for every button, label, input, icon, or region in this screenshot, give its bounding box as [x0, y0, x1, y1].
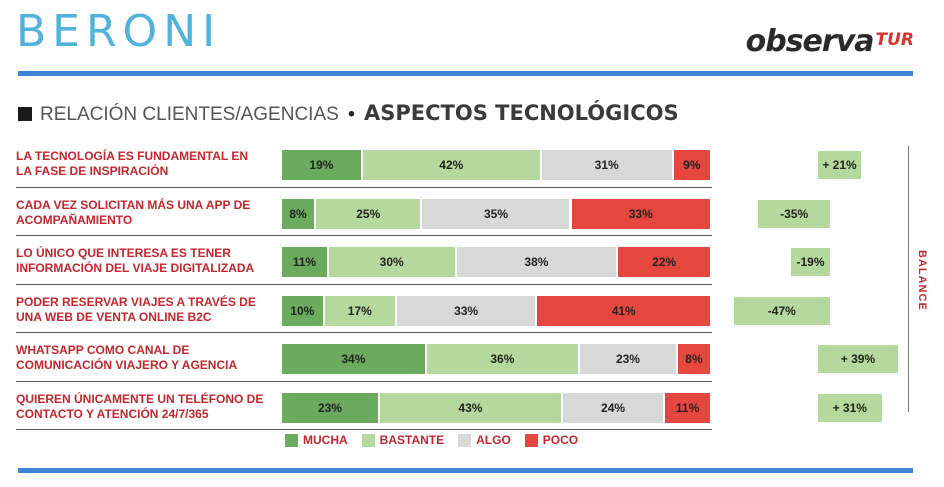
bar-segment-algo: 35% — [422, 198, 570, 229]
observatur-logo: observa TUR — [746, 24, 914, 59]
bar-segment-algo: 33% — [396, 295, 536, 326]
balance-axis-line — [908, 146, 909, 412]
observatur-logo-suffix: TUR — [875, 30, 915, 50]
legend-swatch — [458, 433, 472, 447]
category-label-line: WHATSAPP COMO CANAL DE — [16, 343, 190, 357]
category-label: PODER RESERVAR VIAJES A TRAVÉS DE UNA WEB… — [16, 295, 278, 325]
bar-segment-poco: 33% — [571, 198, 710, 229]
bar-segment-bastante: 17% — [324, 295, 395, 326]
bar-segment-poco: 8% — [677, 344, 710, 374]
row-divider — [16, 429, 712, 430]
bar-segment-mucha: 11% — [282, 247, 327, 277]
category-label: QUIEREN ÚNICAMENTE UN TELÉFONO DE CONTACT… — [16, 392, 278, 422]
bar-segment-bastante: 36% — [426, 344, 579, 374]
category-label-line: QUIEREN ÚNICAMENTE UN TELÉFONO DE — [16, 391, 264, 406]
bar-segment-algo: 23% — [580, 344, 676, 374]
category-label: LO ÚNICO QUE INTERESA ES TENER INFORMACIÓ… — [16, 246, 278, 276]
title-prefix: RELACIÓN CLIENTES/AGENCIAS — [40, 104, 339, 125]
bar-segment-bastante: 43% — [379, 392, 561, 423]
legend-label: POCO — [542, 433, 579, 447]
legend-swatch — [285, 433, 298, 447]
bar-segment-mucha: 8% — [282, 198, 315, 229]
legend-label: ALGO — [476, 433, 511, 447]
square-bullet-icon — [18, 107, 32, 121]
bar-segment-bastante: 25% — [316, 198, 421, 229]
balance-bar: -35% — [758, 199, 830, 228]
category-label: CADA VEZ SOLICITAN MÁS UNA APP DE ACOMPAÑ… — [16, 198, 278, 228]
bar-segment-mucha: 23% — [282, 392, 378, 423]
balance-bar: + 31% — [818, 393, 882, 422]
bar-segment-mucha: 34% — [282, 344, 425, 374]
observatur-logo-main: observa — [745, 24, 875, 59]
bar-segment-algo: 38% — [456, 247, 617, 277]
legend-item-bastante: BASTANTE — [361, 433, 445, 447]
category-label-line: CONTACTO Y ATENCIÓN 24/7/365 — [16, 406, 209, 421]
bar-segment-mucha: 10% — [282, 295, 323, 326]
legend-label: BASTANTE — [379, 433, 445, 447]
bar-segment-bastante: 42% — [362, 150, 540, 180]
balance-axis-label: BALANCE — [916, 250, 928, 311]
top-divider — [18, 71, 913, 76]
category-label-line: ACOMPAÑAMIENTO — [16, 212, 133, 227]
category-label: LA TECNOLOGÍA ES FUNDAMENTAL EN LA FASE D… — [16, 149, 278, 179]
row-divider — [16, 186, 712, 188]
legend-item-mucha: MUCHA — [285, 433, 348, 447]
row-divider — [16, 380, 712, 382]
balance-bar: + 21% — [818, 151, 862, 179]
bar-segment-algo: 31% — [541, 150, 672, 180]
legend-label: MUCHA — [303, 433, 348, 447]
category-label-line: COMUNICACIÓN VIAJERO Y AGENCIA — [16, 358, 238, 372]
chart-legend: MUCHA BASTANTE ALGO POCO — [285, 433, 578, 447]
bar-segment-mucha: 19% — [282, 150, 361, 180]
legend-swatch — [524, 433, 538, 447]
bar-segment-algo: 24% — [562, 392, 664, 423]
balance-bar: -19% — [791, 248, 830, 276]
legend-swatch — [361, 433, 375, 447]
balance-bar: + 39% — [818, 345, 898, 373]
beroni-logo: BERONI — [16, 6, 222, 57]
category-label-line: LA TECNOLOGÍA ES FUNDAMENTAL EN — [16, 149, 248, 163]
bar-segment-poco: 9% — [673, 150, 710, 180]
row-divider — [16, 332, 712, 333]
category-label-line: LA FASE DE INSPIRACIÓN — [16, 164, 169, 178]
bar-segment-bastante: 30% — [328, 247, 455, 277]
category-label-line: UNA WEB DE VENTA ONLINE B2C — [16, 309, 212, 324]
title-main: ASPECTOS TECNOLÓGICOS — [364, 101, 679, 125]
bar-segment-poco: 11% — [665, 392, 710, 423]
row-divider — [16, 235, 712, 236]
category-label-line: LO ÚNICO QUE INTERESA ES TENER — [16, 246, 231, 260]
category-label-line: INFORMACIÓN DEL VIAJE DIGITALIZADA — [16, 261, 255, 275]
category-label-line: PODER RESERVAR VIAJES A TRAVÉS DE — [16, 294, 256, 309]
row-divider — [16, 283, 712, 285]
legend-item-poco: POCO — [524, 433, 579, 447]
category-label: WHATSAPP COMO CANAL DE COMUNICACIÓN VIAJE… — [16, 343, 278, 373]
title-separator: • — [348, 104, 355, 125]
bar-segment-poco: 22% — [618, 247, 710, 277]
balance-bar: -47% — [733, 296, 830, 325]
category-label-line: CADA VEZ SOLICITAN MÁS UNA APP DE — [16, 197, 251, 212]
legend-item-algo: ALGO — [458, 433, 511, 447]
bottom-divider — [18, 468, 913, 473]
chart-title: RELACIÓN CLIENTES/AGENCIAS • ASPECTOS TE… — [18, 101, 679, 126]
bar-segment-poco: 41% — [537, 295, 710, 326]
